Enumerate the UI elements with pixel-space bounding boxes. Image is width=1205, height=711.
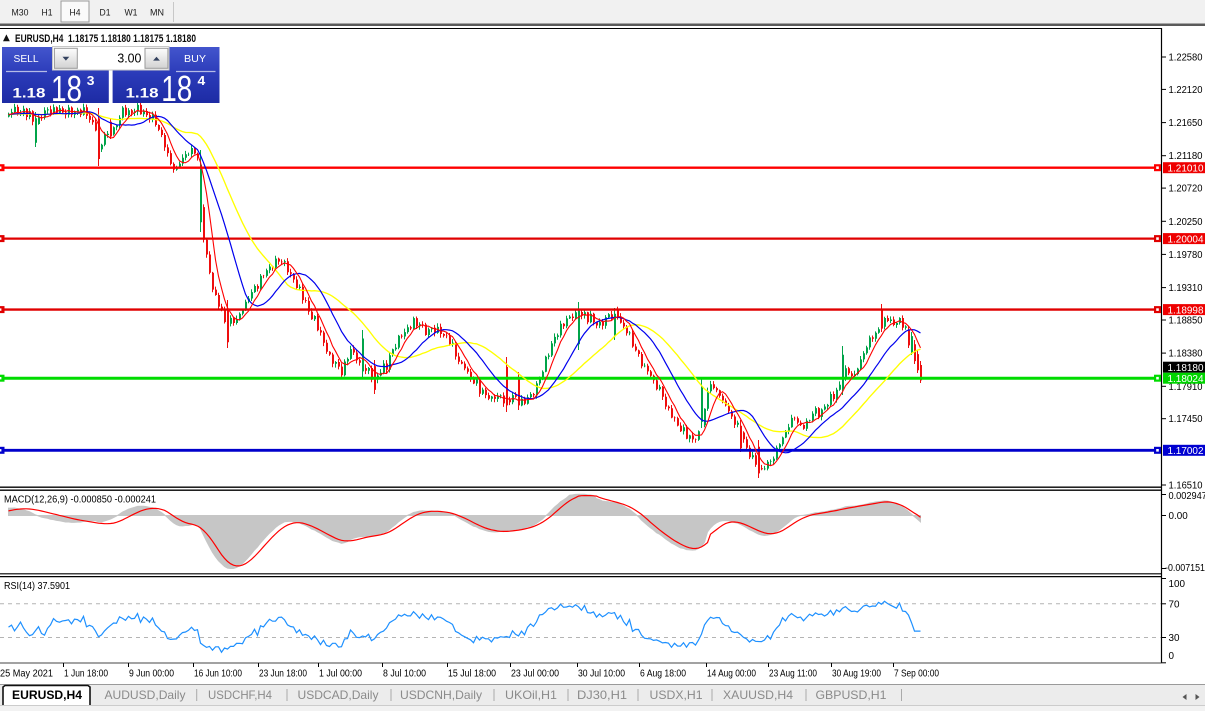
svg-text:MACD(12,26,9) -0.000850 -0.000: MACD(12,26,9) -0.000850 -0.000241 bbox=[4, 495, 156, 506]
svg-text:1.17910: 1.17910 bbox=[1169, 382, 1203, 393]
svg-text:AUDUSD,Daily: AUDUSD,Daily bbox=[105, 688, 186, 702]
svg-text:EURUSD,H4: EURUSD,H4 bbox=[12, 688, 82, 702]
svg-text:23 Jun 18:00: 23 Jun 18:00 bbox=[259, 669, 307, 680]
svg-text:70: 70 bbox=[1169, 599, 1180, 610]
svg-text:1.22580: 1.22580 bbox=[1169, 53, 1203, 64]
svg-text:7 Sep 00:00: 7 Sep 00:00 bbox=[894, 669, 939, 680]
svg-text:USDCNH,Daily: USDCNH,Daily bbox=[400, 688, 482, 702]
svg-text:1.20250: 1.20250 bbox=[1169, 217, 1203, 228]
svg-text:15 Jul 18:00: 15 Jul 18:00 bbox=[448, 669, 496, 680]
svg-text:USDX,H1: USDX,H1 bbox=[650, 688, 703, 702]
svg-text:1.18380: 1.18380 bbox=[1169, 349, 1203, 360]
svg-text:0.00: 0.00 bbox=[1169, 511, 1189, 522]
svg-text:23 Jul 00:00: 23 Jul 00:00 bbox=[511, 669, 559, 680]
svg-text:1.20004: 1.20004 bbox=[1168, 234, 1204, 245]
svg-text:100: 100 bbox=[1169, 579, 1186, 590]
svg-text:14 Aug 00:00: 14 Aug 00:00 bbox=[707, 669, 756, 680]
svg-text:-0.007151: -0.007151 bbox=[1165, 563, 1205, 574]
svg-text:D1: D1 bbox=[100, 8, 111, 19]
svg-text:XAUUSD,H4: XAUUSD,H4 bbox=[723, 688, 793, 702]
svg-text:1.18180: 1.18180 bbox=[1168, 363, 1204, 374]
svg-text:1.16510: 1.16510 bbox=[1169, 481, 1203, 492]
svg-text:GBPUSD,H1: GBPUSD,H1 bbox=[816, 688, 887, 702]
svg-text:1.21180: 1.21180 bbox=[1169, 151, 1203, 162]
svg-text:1.17450: 1.17450 bbox=[1169, 414, 1203, 425]
svg-text:18: 18 bbox=[161, 68, 192, 109]
svg-text:USDCHF,H4: USDCHF,H4 bbox=[208, 688, 272, 702]
svg-text:H4: H4 bbox=[70, 8, 81, 19]
svg-text:W1: W1 bbox=[125, 8, 138, 19]
svg-text:30 Aug 19:00: 30 Aug 19:00 bbox=[832, 669, 881, 680]
svg-text:UKOil,H1: UKOil,H1 bbox=[505, 688, 557, 702]
svg-text:1.17002: 1.17002 bbox=[1168, 446, 1204, 457]
svg-text:1.22120: 1.22120 bbox=[1169, 85, 1203, 96]
svg-text:18: 18 bbox=[51, 68, 82, 109]
svg-text:1.20720: 1.20720 bbox=[1169, 184, 1203, 195]
svg-text:8 Jul 10:00: 8 Jul 10:00 bbox=[383, 669, 426, 680]
svg-text:1.18850: 1.18850 bbox=[1169, 316, 1203, 327]
svg-text:1.18: 1.18 bbox=[126, 84, 159, 100]
svg-text:DJ30,H1: DJ30,H1 bbox=[577, 688, 627, 702]
svg-text:0.002947: 0.002947 bbox=[1169, 491, 1205, 502]
svg-text:1.18: 1.18 bbox=[12, 84, 45, 100]
svg-text:1.19780: 1.19780 bbox=[1169, 250, 1203, 261]
svg-text:RSI(14) 37.5901: RSI(14) 37.5901 bbox=[4, 581, 70, 592]
svg-text:30 Jul 10:00: 30 Jul 10:00 bbox=[578, 669, 625, 680]
svg-text:0: 0 bbox=[1169, 651, 1175, 662]
svg-text:1.18024: 1.18024 bbox=[1168, 374, 1204, 385]
svg-text:1.21650: 1.21650 bbox=[1169, 118, 1203, 129]
svg-text:9 Jun 00:00: 9 Jun 00:00 bbox=[129, 669, 174, 680]
svg-text:1 Jul 00:00: 1 Jul 00:00 bbox=[319, 669, 362, 680]
svg-text:4: 4 bbox=[198, 73, 207, 88]
svg-text:1.19310: 1.19310 bbox=[1169, 283, 1203, 294]
svg-text:H1: H1 bbox=[42, 8, 53, 19]
svg-text:SELL: SELL bbox=[14, 53, 39, 65]
svg-text:25 May 2021: 25 May 2021 bbox=[0, 669, 53, 680]
svg-text:1.21010: 1.21010 bbox=[1168, 163, 1204, 174]
svg-text:BUY: BUY bbox=[184, 53, 206, 65]
svg-text:1 Jun 18:00: 1 Jun 18:00 bbox=[64, 669, 108, 680]
svg-text:M30: M30 bbox=[12, 8, 29, 19]
svg-text:USDCAD,Daily: USDCAD,Daily bbox=[298, 688, 379, 702]
svg-text:3.00: 3.00 bbox=[117, 52, 141, 66]
svg-text:MN: MN bbox=[150, 8, 164, 19]
svg-text:EURUSD,H4 1.18175 1.18180 1.1: EURUSD,H4 1.18175 1.18180 1.18175 1.1818… bbox=[15, 33, 196, 45]
svg-text:3: 3 bbox=[87, 73, 95, 88]
svg-text:1.18998: 1.18998 bbox=[1168, 305, 1204, 316]
svg-text:16 Jun 10:00: 16 Jun 10:00 bbox=[194, 669, 242, 680]
svg-text:30: 30 bbox=[1169, 633, 1180, 644]
svg-text:23 Aug 11:00: 23 Aug 11:00 bbox=[769, 669, 817, 680]
svg-text:6 Aug 18:00: 6 Aug 18:00 bbox=[640, 669, 686, 680]
